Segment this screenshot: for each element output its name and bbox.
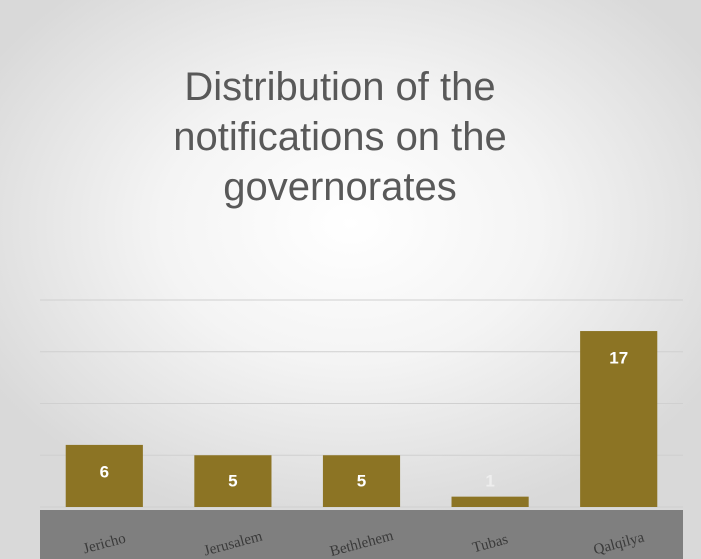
bar [322, 455, 401, 507]
bar [65, 444, 143, 507]
x-axis-band [40, 510, 683, 559]
bar [194, 455, 272, 507]
bar [451, 496, 529, 507]
data-label: 6 [100, 462, 109, 481]
chart-title: Distribution of the notifications on the… [173, 65, 507, 209]
data-label: 5 [228, 471, 237, 490]
bar [580, 331, 658, 507]
data-label: 17 [609, 349, 628, 368]
data-label: 5 [357, 471, 366, 490]
data-label: 1 [485, 471, 494, 490]
